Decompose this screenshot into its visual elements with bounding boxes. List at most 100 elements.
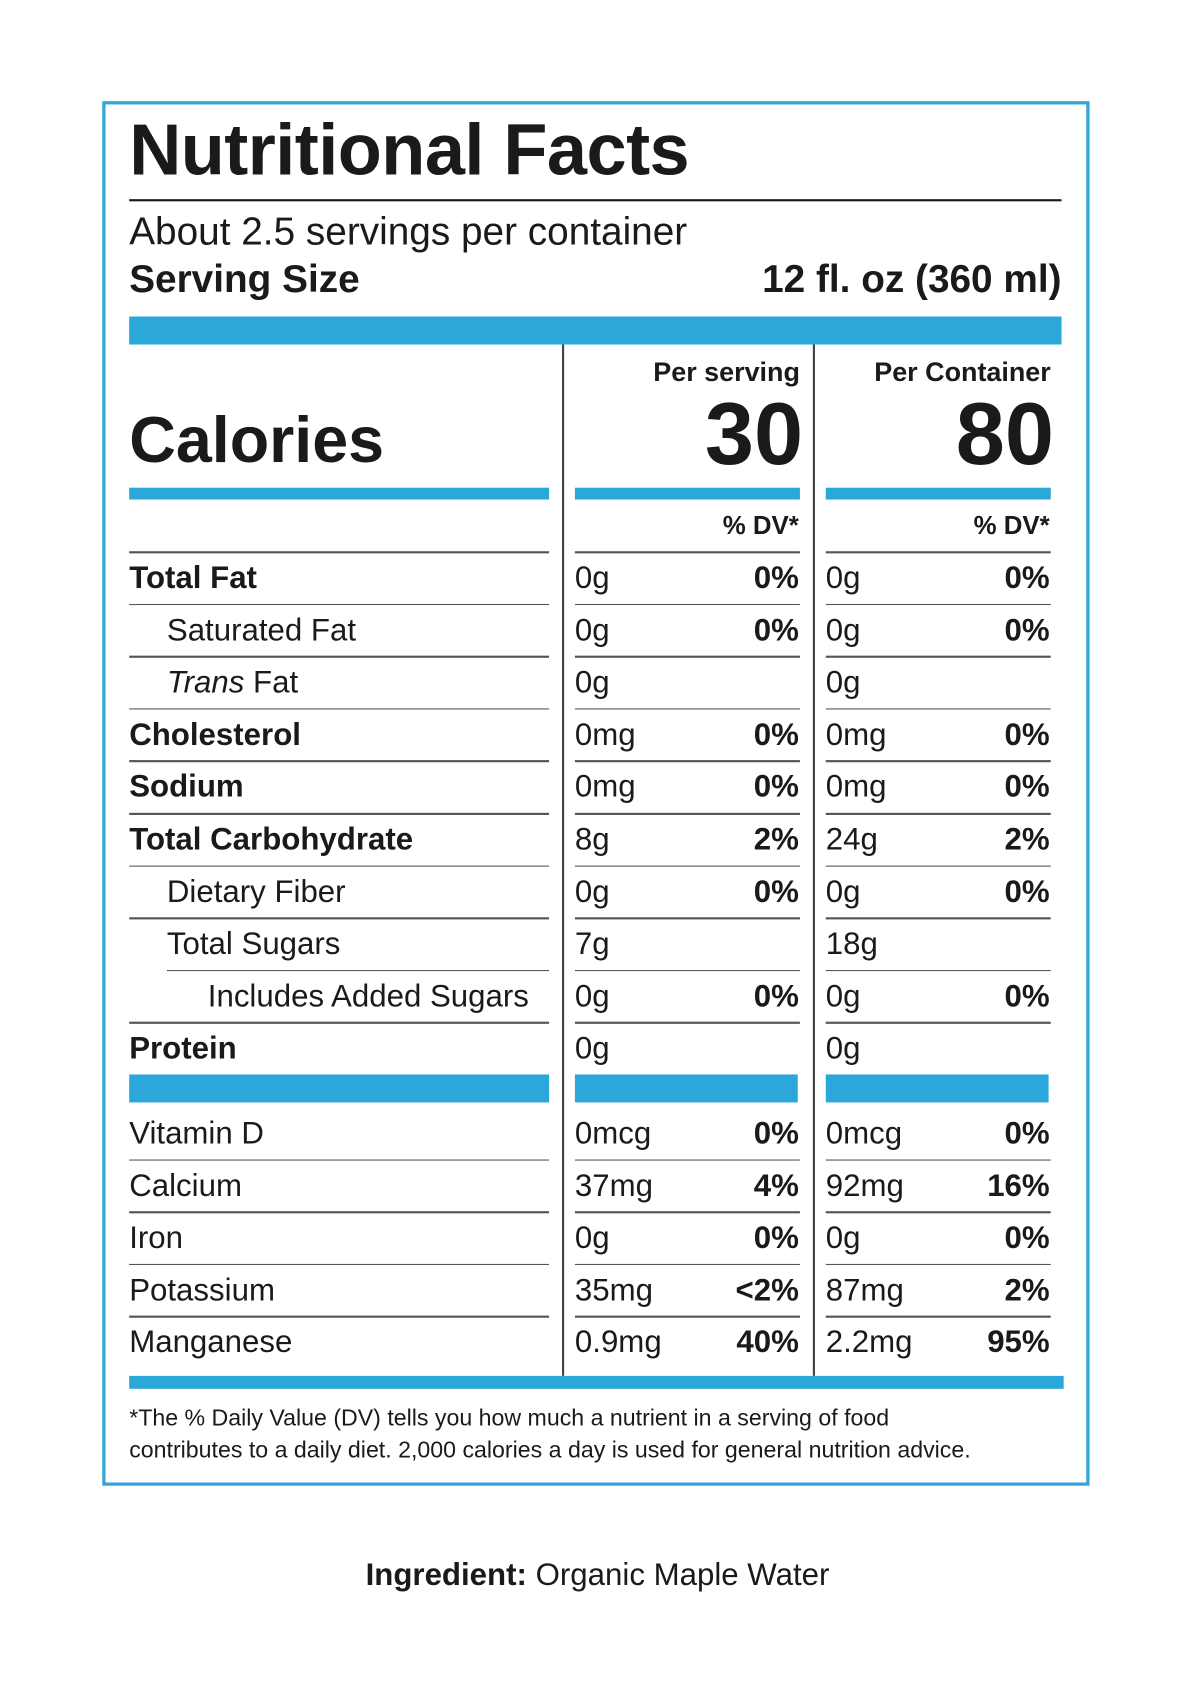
serving-dv: 40% — [736, 1325, 799, 1361]
row-divider — [825, 551, 1051, 553]
container-amount: 0g — [825, 665, 861, 700]
row-divider — [129, 1211, 550, 1213]
row-divider — [825, 603, 1051, 606]
nutrient-name: Total Sugars — [166, 927, 341, 962]
row-divider — [825, 812, 1051, 815]
container-amount: 0g — [825, 560, 861, 596]
serving-dv: 0% — [753, 1116, 799, 1151]
nutrient-name: Protein — [129, 1031, 237, 1067]
row-divider — [574, 1316, 800, 1318]
container-dv: 2% — [1004, 822, 1050, 857]
container-amount: 24g — [825, 822, 878, 857]
serving-amount: 0mcg — [574, 1116, 652, 1151]
servings-per-container: About 2.5 servings per container — [129, 208, 688, 254]
row-divider — [166, 969, 550, 972]
nutrient-name: Trans Fat — [167, 657, 298, 709]
nutrient-name: Manganese — [129, 1325, 293, 1361]
row-divider — [129, 551, 550, 553]
container-dv: 2% — [1004, 1273, 1050, 1308]
row-divider — [574, 917, 800, 920]
container-amount: 0mg — [825, 717, 887, 753]
row-divider — [825, 655, 1051, 658]
row-divider — [825, 865, 1051, 867]
row-divider — [574, 760, 800, 763]
title-rule — [129, 199, 1062, 202]
row-divider — [129, 865, 550, 867]
calories-bar — [825, 487, 1051, 500]
calories-bar — [574, 487, 800, 500]
nutrient-name: Sodium — [129, 770, 244, 805]
ingredients: Ingredient: Organic Maple Water — [0, 1555, 1195, 1596]
row-divider — [825, 1022, 1051, 1024]
serving-dv: 2% — [753, 822, 799, 857]
row-divider — [574, 551, 800, 553]
row-divider — [129, 1316, 550, 1318]
dv-footnote: *The % Daily Value (DV) tells you how mu… — [129, 1402, 970, 1467]
nutrient-name: Calcium — [129, 1168, 242, 1204]
footnote-line: *The % Daily Value (DV) tells you how mu… — [129, 1404, 890, 1431]
serving-amount: 0g — [574, 560, 610, 596]
nutrient-name: Total Fat — [129, 560, 257, 596]
serving-amount: 0mg — [574, 717, 636, 753]
serving-amount: 0g — [574, 613, 610, 648]
serving-amount: 0g — [574, 1221, 610, 1256]
container-amount: 0mcg — [825, 1116, 903, 1151]
container-amount: 0mg — [825, 770, 887, 805]
row-divider — [825, 917, 1051, 920]
serving-dv: <2% — [735, 1273, 799, 1308]
nutrient-name-text: Fat — [244, 665, 299, 700]
row-divider — [825, 1263, 1051, 1266]
row-divider — [825, 1159, 1051, 1161]
ingredients-value: Organic Maple Water — [526, 1557, 830, 1593]
container-dv: 0% — [1004, 1221, 1050, 1256]
per-container-header: Per Container — [874, 357, 1051, 388]
container-dv: 0% — [1004, 874, 1050, 910]
vitamin-divider-bar — [574, 1074, 798, 1103]
serving-dv: 0% — [753, 1221, 799, 1256]
serving-dv: 0% — [753, 874, 799, 910]
container-dv: 16% — [987, 1168, 1050, 1204]
ingredients-label: Ingredient: — [365, 1557, 527, 1593]
serving-amount: 0g — [574, 1031, 610, 1067]
nutrient-name: Saturated Fat — [166, 613, 357, 648]
row-divider — [825, 708, 1051, 710]
serving-amount: 0g — [574, 665, 610, 700]
calories-per-container: 80 — [955, 385, 1054, 484]
dv-header-serving: % DV* — [722, 511, 799, 541]
row-divider — [574, 1022, 800, 1024]
container-amount: 0g — [825, 979, 861, 1014]
row-divider — [129, 760, 550, 763]
vitamin-divider-bar — [129, 1074, 550, 1103]
container-amount: 0g — [825, 874, 861, 910]
container-dv: 0% — [1004, 979, 1050, 1014]
serving-dv: 0% — [753, 560, 799, 596]
column-divider — [561, 344, 564, 1376]
vitamin-divider-bar — [825, 1074, 1049, 1103]
container-amount: 2.2mg — [825, 1325, 913, 1361]
serving-dv: 0% — [753, 979, 799, 1014]
container-amount: 0g — [825, 613, 861, 648]
nutrition-label-frame — [102, 101, 1090, 1486]
serving-dv: 4% — [753, 1168, 799, 1204]
serving-amount: 0mg — [574, 770, 636, 805]
container-dv: 0% — [1004, 717, 1050, 753]
serving-amount: 7g — [574, 927, 610, 962]
row-divider — [129, 603, 550, 606]
serving-amount: 0g — [574, 874, 610, 910]
container-dv: 0% — [1004, 1116, 1050, 1151]
nutrient-name: Includes Added Sugars — [207, 979, 529, 1014]
row-divider — [825, 1211, 1051, 1213]
row-divider — [574, 865, 800, 867]
serving-dv: 0% — [753, 770, 799, 805]
label-title: Nutritional Facts — [129, 109, 690, 191]
row-divider — [574, 1211, 800, 1213]
nutrient-name: Dietary Fiber — [166, 874, 346, 910]
row-divider — [825, 1316, 1051, 1318]
container-amount: 0g — [825, 1221, 861, 1256]
row-divider — [574, 1159, 800, 1161]
row-divider — [129, 655, 550, 658]
serving-size-label: Serving Size — [129, 256, 360, 301]
serving-amount: 8g — [574, 822, 610, 857]
container-amount: 0g — [825, 1031, 861, 1067]
